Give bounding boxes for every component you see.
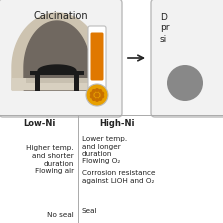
- Text: No seal: No seal: [47, 212, 74, 218]
- Text: High-Ni: High-Ni: [99, 120, 134, 128]
- Text: Higher temp.
and shorter
duration: Higher temp. and shorter duration: [26, 145, 74, 167]
- Bar: [26, 78, 88, 83]
- Circle shape: [95, 98, 99, 102]
- Circle shape: [95, 93, 99, 97]
- Bar: [35, 75, 40, 91]
- Circle shape: [86, 84, 108, 106]
- Circle shape: [90, 95, 94, 99]
- FancyBboxPatch shape: [151, 0, 223, 117]
- Bar: [12, 78, 102, 90]
- Circle shape: [92, 89, 96, 93]
- Text: Calcination: Calcination: [33, 11, 88, 21]
- Text: Lower temp.
and longer
duration: Lower temp. and longer duration: [82, 136, 127, 157]
- Circle shape: [100, 95, 104, 99]
- Circle shape: [167, 65, 203, 101]
- Text: Corrosion resistance
against LiOH and O₂: Corrosion resistance against LiOH and O₂: [82, 170, 155, 184]
- FancyBboxPatch shape: [91, 33, 103, 81]
- Bar: [74, 75, 79, 91]
- Text: Low-Ni: Low-Ni: [23, 120, 55, 128]
- Polygon shape: [24, 21, 90, 90]
- Circle shape: [98, 89, 102, 93]
- Text: si: si: [160, 35, 167, 43]
- Text: pr: pr: [160, 23, 169, 33]
- Bar: [30, 71, 84, 75]
- Text: Seal: Seal: [82, 208, 97, 214]
- Text: Flowing air: Flowing air: [35, 168, 74, 174]
- Circle shape: [95, 88, 99, 92]
- Polygon shape: [38, 65, 76, 71]
- Text: Flowing O₂: Flowing O₂: [82, 158, 120, 164]
- FancyBboxPatch shape: [88, 26, 106, 89]
- FancyBboxPatch shape: [0, 0, 122, 117]
- Circle shape: [100, 91, 104, 95]
- Circle shape: [90, 91, 94, 95]
- Circle shape: [92, 97, 96, 101]
- Polygon shape: [12, 13, 102, 90]
- Circle shape: [98, 97, 102, 101]
- Text: D: D: [160, 12, 167, 21]
